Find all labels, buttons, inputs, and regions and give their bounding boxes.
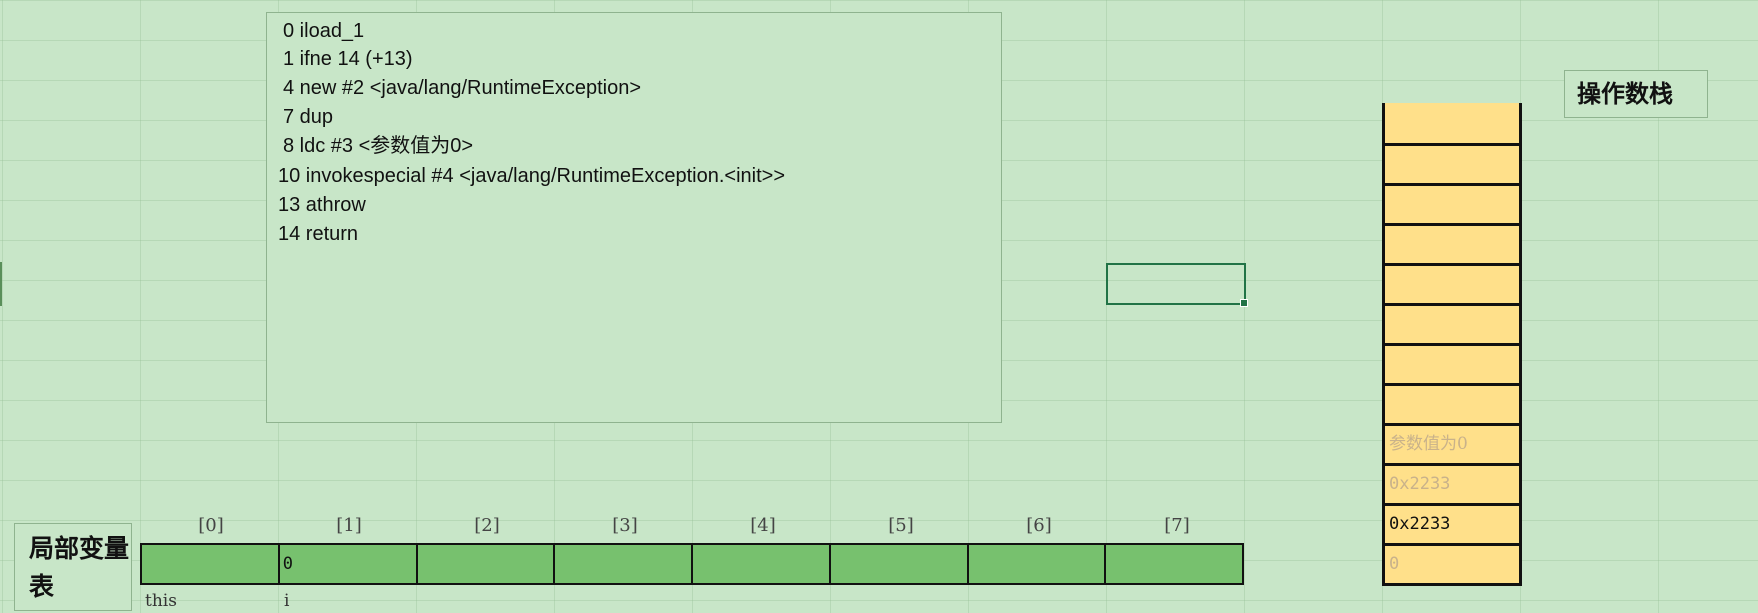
local-index-label: [0] [198,515,224,536]
local-slot [1106,545,1242,583]
local-slot [417,545,556,583]
local-index-label: [2] [474,515,500,536]
local-name-label: i [284,591,290,611]
stack-slot [1385,143,1519,183]
local-variables-title: 局部变量表 [14,523,132,611]
local-name-label: this [145,591,177,611]
stack-slot [1385,303,1519,343]
bytecode-line: 8 ldc #3 <参数值为0> [283,135,474,157]
stack-slot [1385,223,1519,263]
bytecode-listing: 0 iload_1 1 ifne 14 (+13) 4 new #2 <java… [266,12,1002,423]
local-slot: 0 [279,545,418,583]
local-index-label: [5] [888,515,914,536]
stack-slot: 0x2233 [1385,503,1519,543]
operand-stack-title: 操作数栈 [1564,70,1708,118]
local-index-label: [3] [612,515,638,536]
operand-stack: 参数值为0 0x2233 0x2233 0 [1382,103,1522,586]
local-slot [142,545,280,583]
stack-slot: 0x2233 [1385,463,1519,503]
bytecode-line: 7 dup [283,106,334,128]
bytecode-line: 0 iload_1 [283,20,365,42]
stack-slot [1385,383,1519,423]
local-index-label: [4] [750,515,776,536]
bytecode-line: 10 invokespecial #4 <java/lang/RuntimeEx… [278,165,785,187]
stack-slot: 参数值为0 [1385,423,1519,463]
local-index-label: [6] [1026,515,1052,536]
local-slot [693,545,831,583]
bytecode-line: 4 new #2 <java/lang/RuntimeException> [283,77,642,99]
local-slot [830,545,969,583]
fill-handle[interactable] [1240,299,1248,307]
stack-slot [1385,103,1519,143]
local-index-label: [7] [1164,515,1190,536]
local-slot [968,545,1107,583]
stack-slot [1385,343,1519,383]
bytecode-line: 14 return [278,223,359,245]
bytecode-line: 13 athrow [278,194,366,216]
row-indicator [0,262,2,306]
local-index-label: [1] [336,515,362,536]
local-variables-table: 0 [140,543,1244,585]
local-slot [555,545,693,583]
stack-slot: 0 [1385,543,1519,583]
bytecode-line: 1 ifne 14 (+13) [283,48,413,70]
stack-slot [1385,183,1519,223]
selected-cell[interactable] [1106,263,1248,307]
stack-slot [1385,263,1519,303]
